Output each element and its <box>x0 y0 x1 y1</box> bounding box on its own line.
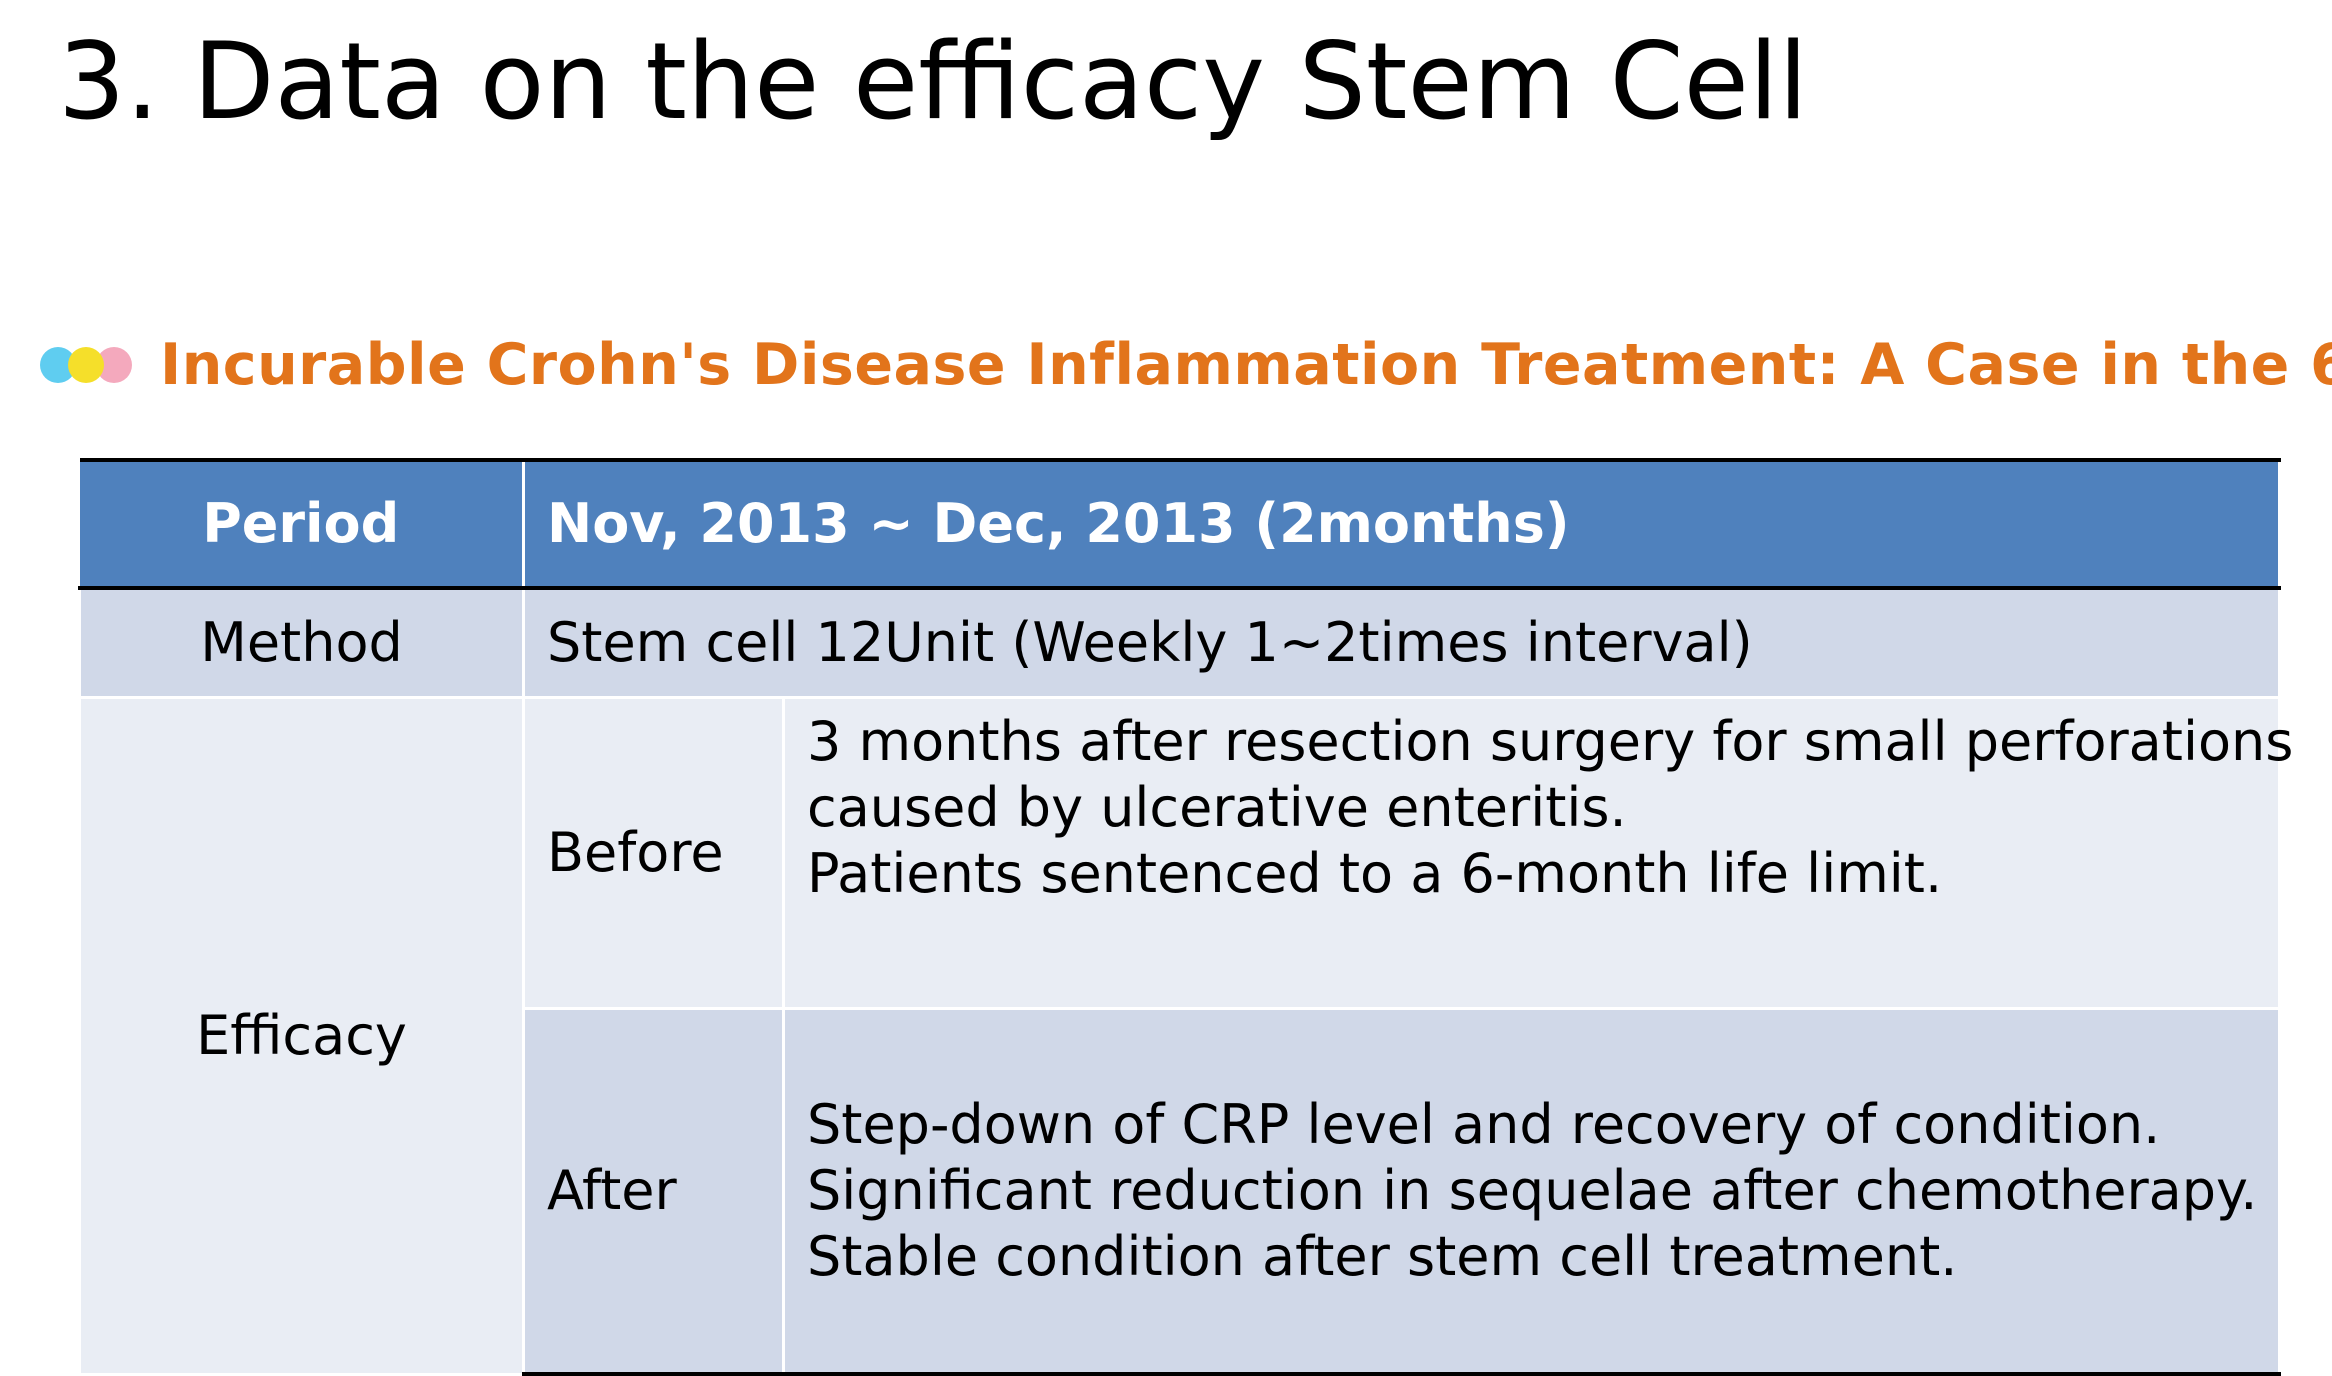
before-line: 3 months after resection surgery for sma… <box>807 710 2294 773</box>
dot-yellow <box>68 347 104 383</box>
period-value: Nov, 2013 ~ Dec, 2013 (2months) <box>521 458 2282 590</box>
subtitle-text: Incurable Crohn's Disease Inflammation T… <box>160 332 2332 398</box>
three-dots-icon <box>38 345 136 385</box>
period-label: Period <box>79 458 525 590</box>
before-description: 3 months after resection surgery for sma… <box>781 696 2294 1010</box>
after-line: Significant reduction in sequelae after … <box>807 1159 2258 1223</box>
after-line: Step-down of CRP level and recovery of c… <box>807 1093 2161 1157</box>
efficacy-label: Efficacy <box>78 696 525 1376</box>
method-value: Stem cell 12Unit (Weekly 1~2times interv… <box>521 586 2282 699</box>
table-row-method: Method Stem cell 12Unit (Weekly 1~2times… <box>78 586 2282 699</box>
table-row-after: After Step-down of CRP level and recover… <box>80 1007 2282 1376</box>
before-line: Patients sentenced to a 6-month life lim… <box>807 841 1943 905</box>
before-line: caused by ulcerative enteritis. <box>807 775 1627 839</box>
before-label: Before <box>522 696 785 1010</box>
section-subtitle: Incurable Crohn's Disease Inflammation T… <box>38 325 2332 405</box>
method-label: Method <box>78 586 525 699</box>
treatment-table: Period Nov, 2013 ~ Dec, 2013 (2months) M… <box>78 458 2294 1376</box>
after-description: Step-down of CRP level and recovery of c… <box>781 1007 2282 1376</box>
after-label: After <box>522 1007 785 1376</box>
table-row-before: Efficacy Before 3 months after resection… <box>78 696 2294 1376</box>
after-line: Stable condition after stem cell treatme… <box>807 1224 1958 1288</box>
slide-title: 3. Data on the efficacy Stem Cell <box>58 20 1808 143</box>
table-header-row: Period Nov, 2013 ~ Dec, 2013 (2months) <box>79 458 2282 590</box>
